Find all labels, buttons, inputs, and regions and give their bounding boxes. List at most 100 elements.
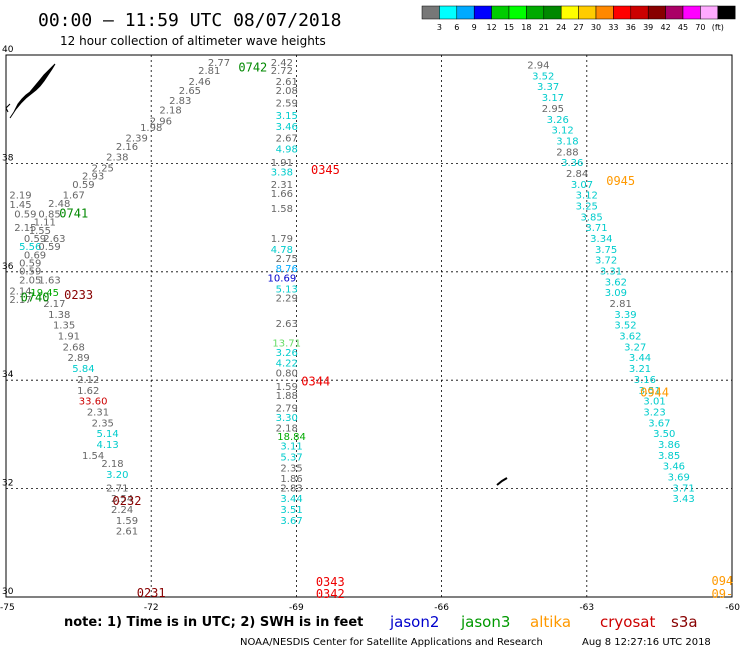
wave-height-value: 2.16 <box>116 142 138 153</box>
wave-height-value: 1.67 <box>63 191 85 202</box>
wave-height-value: 1.62 <box>77 386 99 397</box>
colorbar-label: 18 <box>521 23 531 32</box>
wave-height-value: 2.08 <box>276 86 298 97</box>
pass-time-label: 09- <box>711 587 733 601</box>
colorbar-swatch <box>508 5 527 20</box>
x-tick-label: -66 <box>434 603 449 613</box>
wave-height-value: 1.54 <box>82 451 104 462</box>
wave-height-value: 1.35 <box>53 321 75 332</box>
pass-time-label: 0342 <box>316 587 345 601</box>
legend-entry: cryosat <box>600 613 655 631</box>
colorbar-swatch <box>578 5 597 20</box>
wave-height-value: 2.79 <box>276 404 298 415</box>
wave-height-value: 3.11 <box>280 442 302 453</box>
wave-height-value: 3.20 <box>106 470 128 481</box>
wave-height-value: 0.80 <box>276 368 298 379</box>
wave-height-value: 2.29 <box>276 294 298 305</box>
wave-height-value: 1.38 <box>48 310 70 321</box>
wave-height-value: 2.19 <box>9 191 31 202</box>
wave-height-value: 2.81 <box>198 66 220 77</box>
wave-height-value: 2.65 <box>179 86 201 97</box>
colorbar-label: 21 <box>539 23 549 32</box>
wave-height-value: 2.68 <box>63 342 85 353</box>
pass-time-label: 0345 <box>311 163 340 177</box>
wave-height-value: 3.44 <box>629 353 651 364</box>
legend-entry: s3a <box>671 613 698 631</box>
wave-height-value: 1.58 <box>271 204 293 215</box>
island-shape <box>496 477 508 486</box>
colorbar-swatch <box>473 5 492 20</box>
wave-height-value: 5.13 <box>276 284 298 295</box>
x-tick-label: -63 <box>579 603 594 613</box>
wave-height-value: 2.84 <box>566 169 588 180</box>
wave-height-value: 1.91 <box>58 332 80 343</box>
wave-height-value: 10.69 <box>268 274 297 285</box>
colorbar-swatch <box>456 5 475 20</box>
wave-height-value: 0.59 <box>24 234 46 245</box>
wave-height-value: 3.62 <box>605 277 627 288</box>
coastline-shape <box>9 63 56 119</box>
wave-height-value: 18.84 <box>277 432 306 443</box>
wave-height-value: 2.96 <box>150 116 172 127</box>
wave-height-value: 1.79 <box>271 234 293 245</box>
wave-height-value: 0.69 <box>24 250 46 261</box>
wave-height-value: 4.22 <box>276 359 298 370</box>
wave-height-value: 3.67 <box>280 516 302 527</box>
wave-height-value: 0.85 <box>38 210 60 221</box>
colorbar-swatch <box>630 5 649 20</box>
wave-height-value: 2.17 <box>43 299 65 310</box>
wave-height-value: 2.35 <box>92 418 114 429</box>
grid-lines <box>6 55 732 597</box>
wave-height-value: 2.18 <box>276 424 298 435</box>
wave-height-value: 2.67 <box>276 134 298 145</box>
legend-entry: jason3 <box>460 613 510 631</box>
wave-height-value: 3.23 <box>643 407 665 418</box>
colorbar-swatch <box>560 5 579 20</box>
wave-height-value: 5.14 <box>97 429 119 440</box>
units-note: note: 1) Time is in UTC; 2) SWH is in fe… <box>64 615 363 630</box>
wave-height-value: 3.85 <box>581 212 603 223</box>
wave-height-value: 3.36 <box>561 158 583 169</box>
wave-height-value: 3.26 <box>276 348 298 359</box>
colorbar-swatch <box>682 5 701 20</box>
wave-height-value: 3.30 <box>276 413 298 424</box>
wave-height-value: 3.43 <box>672 494 694 505</box>
footer-timestamp: Aug 8 12:27:16 UTC 2018 <box>582 637 711 648</box>
wave-height-value: 2.83 <box>169 96 191 107</box>
wave-height-value: 3.26 <box>547 115 569 126</box>
colorbar-swatch <box>700 5 719 20</box>
wave-height-value: 0.59 <box>14 210 36 221</box>
wave-height-value: 2.72 <box>271 66 293 77</box>
colorbar-swatch <box>543 5 562 20</box>
wave-height-value: 2.93 <box>82 172 104 183</box>
wave-height-value: 3.52 <box>614 321 636 332</box>
wave-height-value: 2.17 <box>9 295 31 306</box>
wave-height-value: 3.27 <box>624 342 646 353</box>
wave-height-value: 3.12 <box>551 126 573 137</box>
wave-height-value: 1.59 <box>276 382 298 393</box>
wave-height-value: 3.50 <box>653 429 675 440</box>
colorbar-swatch <box>491 5 510 20</box>
wave-height-value: 4.78 <box>271 245 293 256</box>
wave-height-value: 3.46 <box>276 122 298 133</box>
colorbar-swatch <box>595 5 614 20</box>
wave-height-value: 3.38 <box>271 167 293 178</box>
colorbar-label: 42 <box>661 23 671 32</box>
wave-height-value: 2.05 <box>19 276 41 287</box>
y-tick-label: 34 <box>2 370 14 380</box>
wave-height-value: 33.60 <box>79 397 108 408</box>
wave-height-value: 2.18 <box>101 459 123 470</box>
wave-height-value: 2.83 <box>280 483 302 494</box>
pass-time-label: 0232 <box>113 494 142 508</box>
colorbar-swatch <box>613 5 632 20</box>
pass-time-label: 0741 <box>59 207 88 221</box>
colorbar-label: 33 <box>608 23 618 32</box>
wave-height-value: 3.07 <box>571 180 593 191</box>
x-tick-label: -75 <box>0 603 15 613</box>
x-tick-label: -72 <box>144 603 159 613</box>
wave-height-value: 3.86 <box>658 440 680 451</box>
pass-time-label: 0740 <box>21 291 50 305</box>
colorbar-label: (ft) <box>712 23 724 32</box>
y-tick-label: 36 <box>2 262 14 272</box>
